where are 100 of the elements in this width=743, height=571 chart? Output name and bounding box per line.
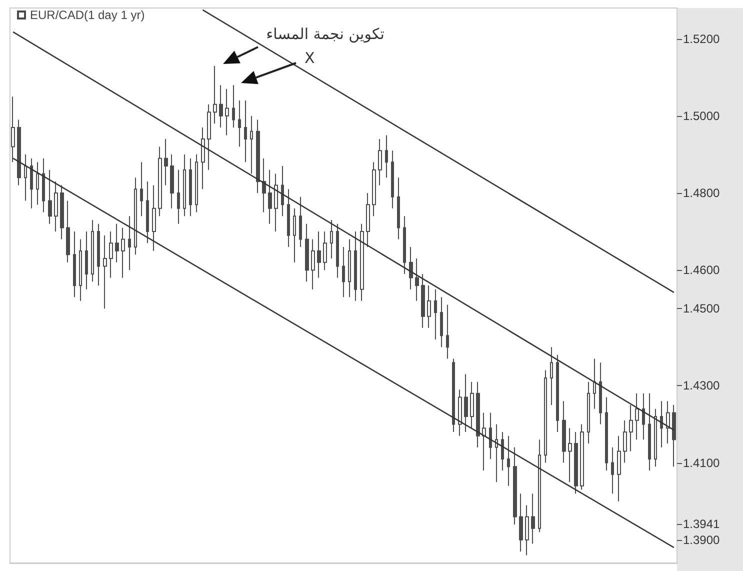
candlestick: [311, 238, 315, 290]
candlestick: [366, 192, 370, 248]
candlestick: [109, 231, 113, 278]
candlestick: [225, 88, 229, 136]
candlestick: [232, 84, 235, 128]
candlestick: [207, 104, 211, 170]
candlestick: [244, 100, 247, 163]
candlestick: [599, 362, 602, 425]
candlestick: [409, 246, 413, 290]
candlestick: [79, 238, 82, 302]
candlestick: [434, 288, 437, 340]
candlestick: [238, 100, 241, 148]
candlestick: [17, 119, 21, 186]
candlestick: [115, 223, 119, 263]
candlestick: [299, 196, 302, 248]
candlestick: [642, 392, 645, 440]
candlestick: [648, 392, 651, 471]
candlestick: [513, 446, 517, 525]
y-tick-label: 1.5200: [683, 32, 720, 46]
candlestick: [660, 400, 663, 448]
candlestick: [464, 374, 468, 432]
candlestick: [183, 154, 186, 217]
candlestick: [274, 173, 278, 232]
candlestick: [525, 504, 529, 556]
candlestick: [544, 370, 547, 464]
candlestick: [654, 408, 657, 468]
candlestick: [501, 431, 504, 471]
candlestick: [219, 84, 223, 128]
candlestick: [391, 150, 394, 209]
candlestick: [134, 177, 137, 256]
candlestick: [538, 439, 541, 533]
candlestick: [452, 358, 455, 432]
candlestick: [281, 166, 284, 217]
y-tick-label: 1.4600: [683, 263, 720, 278]
candlestick: [348, 238, 351, 298]
candlestick: [213, 65, 217, 124]
candlestick: [623, 420, 627, 464]
candlestick: [336, 223, 339, 278]
candlestick: [30, 158, 33, 209]
candlestick: [342, 246, 345, 298]
candlestick: [170, 154, 174, 209]
candlestick: [562, 400, 566, 464]
candlestick: [574, 431, 578, 494]
y-tick-label: 1.4500: [683, 302, 720, 316]
candlestick: [140, 162, 143, 217]
annotation: X: [304, 49, 315, 68]
candlestick: [495, 424, 498, 483]
candlestick: [48, 169, 52, 224]
candlestick: [42, 158, 45, 213]
y-tick-label: 1.5000: [683, 108, 720, 123]
candlestick: [470, 381, 474, 429]
candlestick: [195, 154, 198, 213]
candlestick: [305, 223, 309, 282]
candlestick: [24, 154, 27, 202]
candlestick: [354, 231, 357, 302]
candlestick: [507, 435, 510, 486]
candlestick: [54, 180, 58, 232]
candlestick: [397, 177, 400, 240]
candlestick: [91, 219, 94, 282]
candlestick: [611, 446, 614, 494]
candlestick: [550, 346, 553, 406]
candlestick: [372, 162, 376, 217]
candlestick: [60, 184, 64, 240]
candlestick: [568, 428, 572, 483]
candlestick: [164, 138, 168, 186]
candlestick: [580, 424, 584, 490]
candlestick: [458, 389, 462, 436]
candlestick: [385, 134, 388, 178]
candlestick: [605, 396, 608, 471]
candlestick: [128, 216, 131, 271]
candlestick: [617, 435, 621, 502]
candlestick: [360, 223, 364, 302]
candlestick: [672, 404, 676, 468]
candlestick: [415, 258, 419, 302]
candlestick: [85, 231, 88, 290]
candlestick: [556, 354, 559, 432]
candlestick: [287, 188, 290, 248]
candlestick: [121, 227, 125, 278]
y-tick-label: 1.4100: [683, 456, 720, 470]
candlestick: [11, 96, 15, 163]
candlestick: [489, 412, 492, 460]
candlestick: [250, 115, 253, 174]
y-tick-label: 1.3900: [683, 532, 720, 547]
candlestick: [152, 184, 156, 252]
candlestick: [403, 216, 406, 274]
candlestick: [268, 169, 272, 224]
candlestick: [36, 162, 39, 206]
candlestick: [293, 208, 296, 263]
candlestick: [482, 412, 486, 471]
y-tick-label: 1.3941: [683, 517, 720, 532]
candlestick: [262, 158, 266, 213]
candlestick: [330, 219, 333, 260]
y-tick-label: 1.4300: [683, 378, 720, 393]
candlestick: [531, 493, 535, 544]
legend-label: EUR/CAD(1 day 1 yr): [30, 8, 145, 22]
candlestick: [446, 304, 449, 360]
candlestick: [440, 296, 443, 348]
candlestick: [593, 358, 596, 410]
candlestick: [66, 200, 70, 263]
candlestick: [378, 138, 382, 186]
